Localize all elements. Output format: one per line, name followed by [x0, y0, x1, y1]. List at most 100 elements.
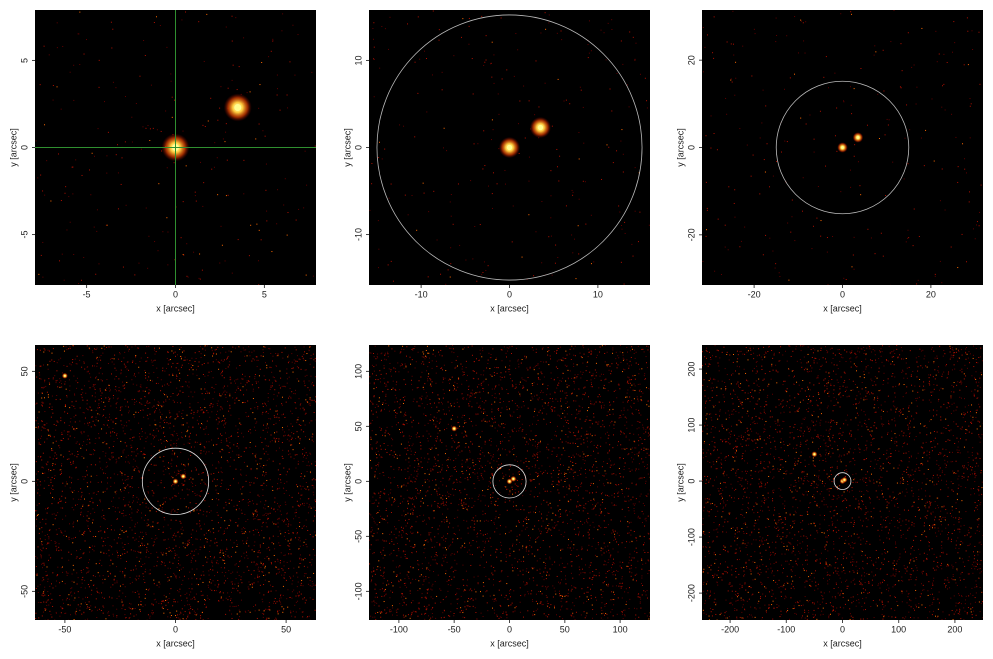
- noise: [130, 549, 132, 551]
- noise: [554, 590, 556, 592]
- noise: [161, 507, 163, 509]
- noise: [206, 515, 208, 517]
- noise: [243, 401, 245, 403]
- noise: [646, 100, 648, 102]
- noise: [56, 86, 58, 88]
- noise: [618, 417, 620, 419]
- noise: [125, 530, 127, 532]
- noise: [90, 454, 92, 456]
- noise: [208, 505, 210, 507]
- noise: [231, 499, 233, 501]
- noise: [804, 52, 806, 54]
- noise: [56, 547, 58, 549]
- noise: [40, 555, 42, 557]
- noise: [463, 508, 465, 510]
- noise: [111, 357, 113, 359]
- noise: [83, 431, 85, 433]
- noise: [713, 133, 715, 135]
- noise: [783, 88, 785, 90]
- noise: [103, 424, 105, 426]
- noise: [209, 568, 211, 570]
- noise: [194, 352, 196, 354]
- noise: [46, 600, 48, 602]
- noise: [293, 393, 295, 395]
- noise: [171, 350, 173, 352]
- noise: [544, 82, 546, 84]
- noise: [251, 561, 253, 563]
- noise: [73, 405, 75, 407]
- noise: [141, 403, 143, 405]
- noise: [120, 183, 122, 185]
- y-tick-label: 20: [686, 55, 696, 65]
- noise: [482, 534, 484, 536]
- noise: [534, 408, 536, 410]
- noise: [280, 593, 282, 595]
- noise: [144, 55, 146, 57]
- noise: [424, 548, 426, 550]
- noise: [68, 450, 70, 452]
- noise: [161, 512, 163, 514]
- noise: [144, 496, 146, 498]
- noise: [76, 550, 78, 552]
- noise: [81, 613, 83, 615]
- noise: [37, 471, 39, 473]
- noise: [122, 592, 124, 594]
- noise: [288, 494, 290, 496]
- noise: [69, 363, 71, 365]
- noise: [103, 517, 105, 519]
- noise: [60, 549, 62, 551]
- noise: [227, 555, 229, 557]
- noise: [69, 476, 71, 478]
- noise: [177, 601, 179, 603]
- noise: [150, 443, 152, 445]
- noise: [42, 387, 44, 389]
- noise: [571, 588, 573, 590]
- noise: [40, 549, 42, 551]
- noise: [298, 398, 300, 400]
- noise: [71, 506, 73, 508]
- noise: [493, 609, 495, 611]
- noise: [494, 598, 496, 600]
- noise: [82, 576, 84, 578]
- noise: [200, 528, 202, 530]
- noise: [152, 613, 154, 615]
- noise: [122, 427, 124, 429]
- noise: [121, 424, 123, 426]
- noise: [456, 382, 458, 384]
- noise: [124, 442, 126, 444]
- noise: [957, 166, 959, 168]
- noise: [100, 359, 102, 361]
- noise: [742, 45, 744, 47]
- noise: [118, 378, 120, 380]
- noise: [196, 411, 198, 413]
- noise: [122, 546, 124, 548]
- noise: [294, 616, 296, 618]
- noise: [104, 578, 106, 580]
- noise: [390, 449, 392, 451]
- noise: [560, 400, 562, 402]
- noise: [281, 574, 283, 576]
- noise: [260, 484, 262, 486]
- noise: [288, 533, 290, 535]
- noise: [484, 165, 486, 167]
- noise: [243, 543, 245, 545]
- noise: [44, 194, 46, 196]
- noise: [116, 417, 118, 419]
- noise: [297, 460, 299, 462]
- noise: [285, 504, 287, 506]
- noise: [120, 406, 122, 408]
- noise: [72, 491, 74, 493]
- noise: [292, 532, 294, 534]
- noise: [143, 447, 145, 449]
- noise: [262, 352, 264, 354]
- noise: [944, 209, 946, 211]
- noise: [138, 347, 140, 349]
- noise: [295, 509, 297, 511]
- noise: [482, 374, 484, 376]
- noise: [125, 421, 127, 423]
- noise: [190, 477, 192, 479]
- noise: [203, 428, 205, 430]
- noise: [205, 537, 207, 539]
- noise: [138, 498, 140, 500]
- noise: [60, 473, 62, 475]
